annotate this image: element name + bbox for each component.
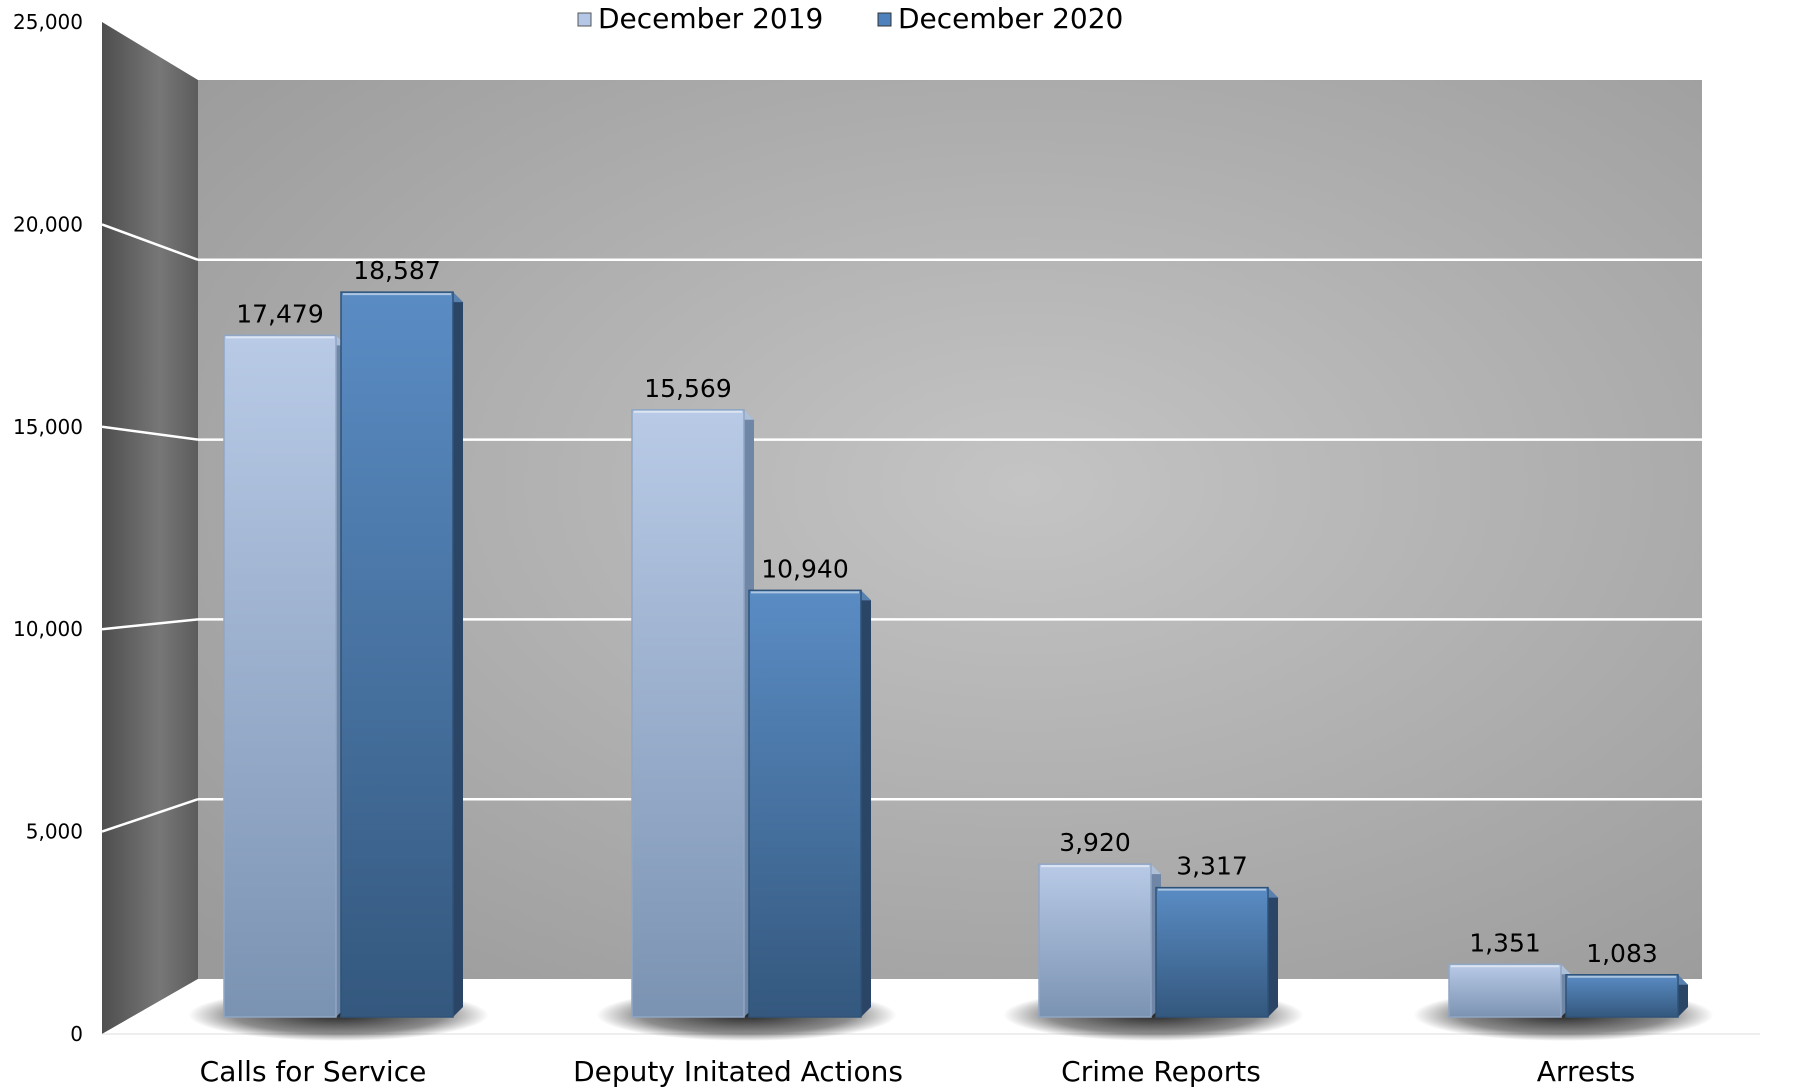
data-label-crime-reports-december-2019: 3,920 <box>1059 828 1131 857</box>
x-tick-label-calls-for-service: Calls for Service <box>200 1055 427 1088</box>
bars <box>223 291 1688 1018</box>
legend-label-2020: December 2020 <box>898 2 1123 35</box>
y-tick-label: 10,000 <box>13 617 83 641</box>
data-label-crime-reports-december-2020: 3,317 <box>1176 852 1248 881</box>
x-tick-label-arrests: Arrests <box>1537 1055 1635 1088</box>
bar-deputy-initated-actions-december-2020 <box>748 589 862 1018</box>
y-tick-label: 20,000 <box>13 212 83 236</box>
y-tick-label: 25,000 <box>13 10 83 34</box>
bar-calls-for-service-december-2019 <box>223 334 337 1018</box>
gridline-side <box>101 618 199 631</box>
y-axis-ticks: 0 5,000 10,000 15,000 20,000 25,000 <box>13 10 83 1046</box>
data-label-arrests-december-2019: 1,351 <box>1469 928 1541 957</box>
data-labels: 17,479 18,587 15,569 10,940 3,920 3,317 1,351 1… <box>236 256 1658 968</box>
back-wall <box>198 80 1702 979</box>
legend-swatch-2019 <box>577 12 592 27</box>
gridline-side <box>101 223 199 261</box>
data-label-calls-for-service-december-2020: 18,587 <box>353 256 440 285</box>
y-tick-label: 5,000 <box>26 820 83 844</box>
y-tick-label: 15,000 <box>13 415 83 439</box>
bar-crime-reports-december-2020 <box>1155 886 1269 1018</box>
data-label-arrests-december-2020: 1,083 <box>1586 939 1658 968</box>
gridline-side <box>101 798 199 833</box>
bar-calls-for-service-december-2020 <box>340 291 454 1018</box>
floor <box>102 979 1760 1034</box>
bar-side-crime-reports-december-2020 <box>1268 887 1278 1017</box>
gridline-side <box>101 425 199 441</box>
y-tick-label: 0 <box>70 1022 83 1046</box>
data-label-deputy-initated-actions-december-2020: 10,940 <box>761 554 848 583</box>
x-tick-label-crime-reports: Crime Reports <box>1061 1055 1261 1088</box>
data-label-calls-for-service-december-2019: 17,479 <box>236 299 323 328</box>
data-label-deputy-initated-actions-december-2019: 15,569 <box>644 374 731 403</box>
bar-arrests-december-2019 <box>1448 963 1562 1018</box>
bar-crime-reports-december-2019 <box>1038 863 1152 1018</box>
legend-label-2019: December 2019 <box>598 2 823 35</box>
side-wall <box>102 22 198 1034</box>
legend: December 2019 December 2020 <box>577 2 1123 35</box>
bar-deputy-initated-actions-december-2019 <box>631 409 745 1018</box>
bar-side-deputy-initated-actions-december-2020 <box>861 590 871 1017</box>
bar-side-calls-for-service-december-2020 <box>453 292 463 1017</box>
bar-side-arrests-december-2020 <box>1678 974 1688 1017</box>
bar-arrests-december-2020 <box>1565 974 1679 1018</box>
legend-swatch-2020 <box>877 12 892 27</box>
x-tick-label-deputy-initated-actions: Deputy Initated Actions <box>573 1055 903 1088</box>
category-labels: Calls for Service Deputy Initated Actions… <box>200 1055 1636 1088</box>
